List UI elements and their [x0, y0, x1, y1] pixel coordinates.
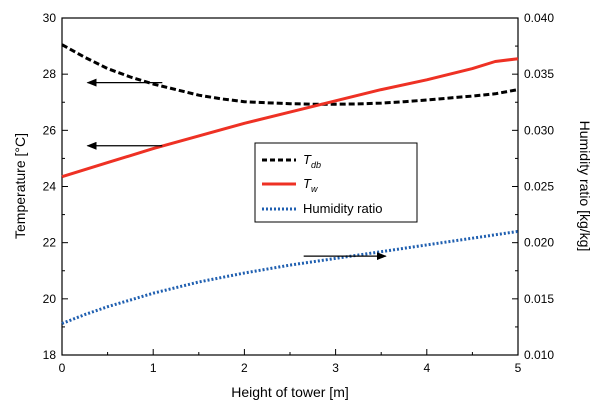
legend-label-humidity: Humidity ratio	[303, 201, 382, 216]
x-tick-label: 5	[515, 361, 522, 375]
y-right-tick-label: 0.010	[524, 348, 554, 362]
y-left-tick-label: 18	[43, 348, 57, 362]
y-left-tick-label: 28	[43, 67, 57, 81]
y-right-tick-label: 0.040	[524, 11, 554, 25]
series-layer	[61, 43, 519, 325]
y-left-axis-label: Temperature [°C]	[12, 133, 28, 239]
y-right-tick-label: 0.025	[524, 180, 554, 194]
x-tick-label: 4	[423, 361, 430, 375]
x-ticks: 0 1 2 3 4 5	[59, 349, 522, 375]
y-right-tick-label: 0.020	[524, 236, 554, 250]
x-axis-label: Height of tower [m]	[231, 384, 349, 400]
y-left-tick-label: 26	[43, 123, 57, 137]
y-left-tick-label: 20	[43, 292, 57, 306]
y-right-tick-label: 0.030	[524, 123, 554, 137]
y-left-ticks: 18 20 22 24 26 28 30	[43, 11, 68, 362]
x-tick-label: 0	[59, 361, 66, 375]
x-tick-label: 3	[332, 361, 339, 375]
series-line-tdb	[61, 43, 519, 106]
legend: Tdb Tw Humidity ratio	[254, 142, 418, 223]
x-tick-label: 2	[241, 361, 248, 375]
y-left-tick-label: 30	[43, 11, 57, 25]
legend-label-tdb: Tdb	[303, 152, 321, 170]
y-right-tick-label: 0.035	[524, 67, 554, 81]
x-tick-label: 1	[150, 361, 157, 375]
y-left-tick-label: 22	[43, 236, 57, 250]
y-right-axis-label: Humidity ratio [kg/kg]	[577, 121, 593, 252]
legend-label-tw: Tw	[303, 176, 318, 194]
series-line-tw	[61, 57, 519, 179]
series-line-hr	[61, 229, 519, 325]
arrow-layer	[86, 78, 387, 261]
y-right-tick-label: 0.015	[524, 292, 554, 306]
y-right-ticks: 0.010 0.015 0.020 0.025 0.030 0.035 0.040	[512, 11, 554, 362]
y-left-tick-label: 24	[43, 180, 57, 194]
